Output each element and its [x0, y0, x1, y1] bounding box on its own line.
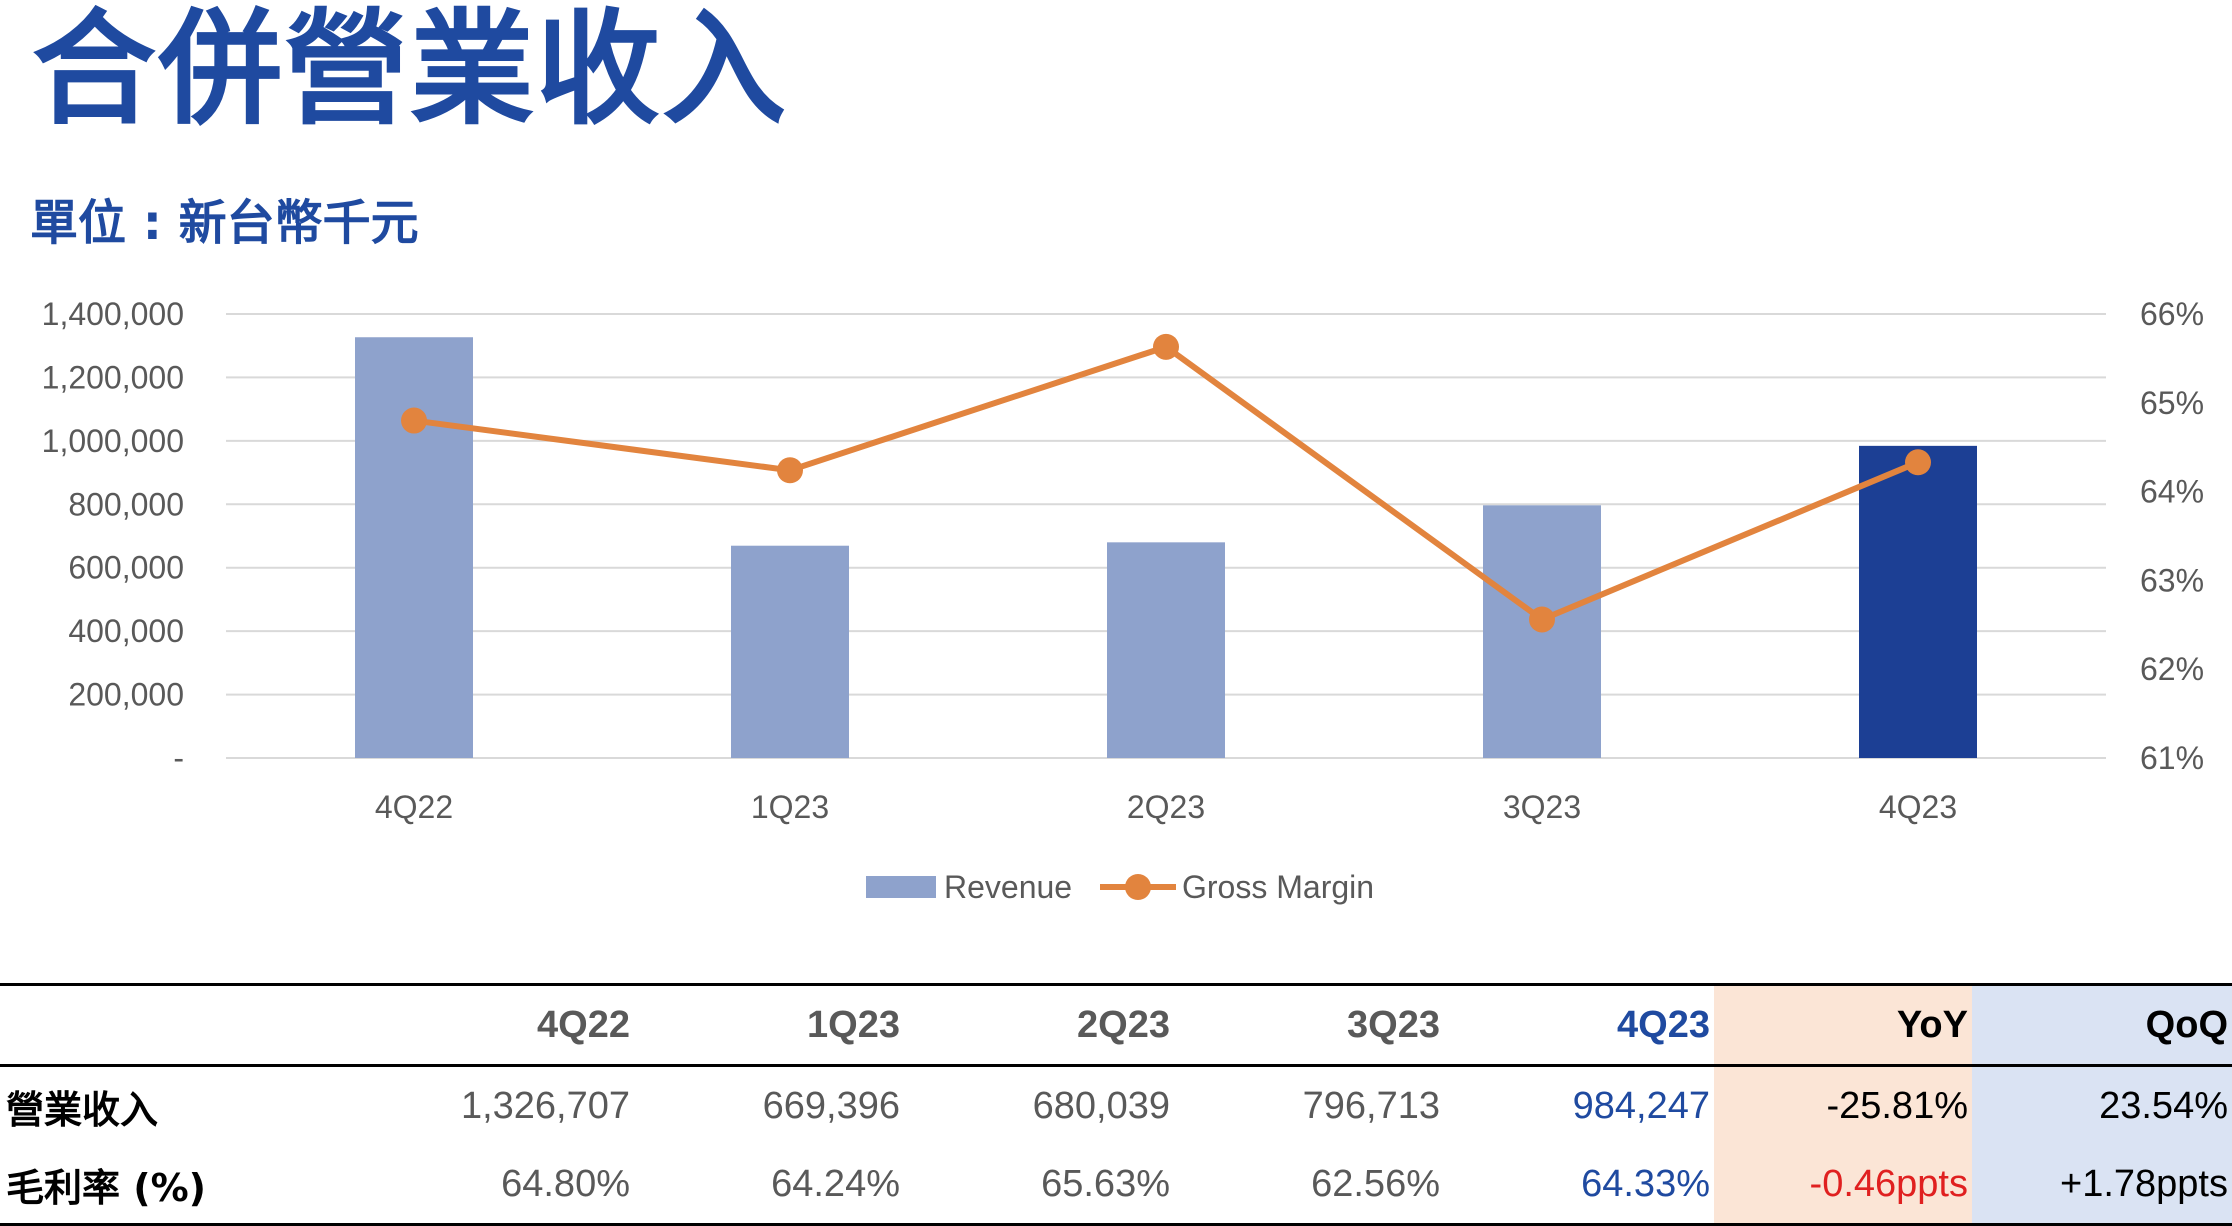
left-tick-label: -	[173, 740, 184, 776]
right-tick-label: 61%	[2140, 740, 2204, 776]
header-yoy: YoY	[1714, 984, 1972, 1066]
cell-margin-2q23: 65.63%	[1041, 1162, 1170, 1205]
gross-margin-point	[1529, 606, 1555, 633]
summary-table: 4Q22 1Q23 2Q23 3Q23 4Q23 YoY QoQ 營業收入 1,…	[0, 983, 2232, 1226]
cell-margin-4q22: 64.80%	[501, 1162, 630, 1205]
x-tick-label: 4Q23	[1879, 789, 1957, 825]
unit-label: 單位 : 新台幣千元	[30, 195, 419, 251]
cell-revenue-4q23: 984,247	[1572, 1084, 1710, 1127]
cell-revenue-2q23: 680,039	[1032, 1084, 1170, 1127]
revenue-bar	[1859, 445, 1977, 758]
x-tick-label: 1Q23	[751, 789, 829, 825]
left-tick-label: 1,200,000	[42, 359, 184, 395]
header-qoq: QoQ	[1972, 984, 2232, 1066]
header-4q23: 4Q23	[1617, 1003, 1710, 1046]
right-axis-ticks: 61% 62% 63% 64% 65% 66%	[2140, 296, 2204, 776]
header-3q23: 3Q23	[1347, 1003, 1440, 1046]
row-label-revenue: 營業收入	[6, 1087, 159, 1132]
cell-revenue-yoy: -25.81%	[1714, 1065, 1972, 1145]
left-tick-label: 400,000	[68, 613, 184, 649]
left-tick-label: 200,000	[68, 677, 184, 713]
x-tick-label: 3Q23	[1503, 789, 1581, 825]
revenue-bar	[355, 337, 473, 758]
header-1q23: 1Q23	[807, 1003, 900, 1046]
right-tick-label: 66%	[2140, 296, 2204, 332]
right-tick-label: 63%	[2140, 562, 2204, 598]
revenue-bar	[731, 545, 849, 758]
left-tick-label: 600,000	[68, 550, 184, 586]
gross-margin-point	[1905, 449, 1931, 476]
row-label-gross-margin: 毛利率 (%)	[6, 1165, 207, 1210]
header-2q23: 2Q23	[1077, 1003, 1170, 1046]
revenue-bar	[1107, 542, 1225, 758]
gross-margin-point	[777, 457, 803, 484]
right-tick-label: 64%	[2140, 474, 2204, 510]
left-tick-label: 800,000	[68, 486, 184, 522]
gross-margin-point	[401, 407, 427, 434]
cell-revenue-1q23: 669,396	[762, 1084, 900, 1127]
cell-margin-4q23: 64.33%	[1581, 1162, 1710, 1205]
gross-margin-point	[1153, 333, 1179, 360]
gross-margin-line	[401, 333, 1931, 633]
cell-revenue-4q22: 1,326,707	[460, 1084, 630, 1127]
x-tick-label: 2Q23	[1127, 789, 1205, 825]
cell-margin-yoy: -0.46ppts	[1714, 1145, 1972, 1225]
legend-gross-margin-swatch-marker	[1125, 874, 1151, 900]
cell-margin-1q23: 64.24%	[771, 1162, 900, 1205]
table-header-row: 4Q22 1Q23 2Q23 3Q23 4Q23 YoY QoQ	[0, 984, 2232, 1066]
left-tick-label: 1,000,000	[42, 423, 184, 459]
legend-gross-margin-label: Gross Margin	[1182, 869, 1374, 905]
cell-margin-3q23: 62.56%	[1311, 1162, 1440, 1205]
x-axis-ticks: 4Q22 1Q23 2Q23 3Q23 4Q23	[375, 789, 1957, 825]
cell-revenue-3q23: 796,713	[1302, 1084, 1440, 1127]
page-title: 合併營業收入	[32, 0, 789, 142]
chart-legend: Revenue Gross Margin	[866, 869, 1374, 905]
right-tick-label: 62%	[2140, 651, 2204, 687]
left-axis-ticks: - 200,000 400,000 600,000 800,000 1,000,000 1,…	[42, 296, 184, 776]
x-tick-label: 4Q22	[375, 789, 453, 825]
cell-margin-qoq: +1.78ppts	[1972, 1145, 2232, 1225]
header-blank	[0, 985, 380, 1066]
header-4q22: 4Q22	[537, 1003, 630, 1046]
table-row-revenue: 營業收入 1,326,707 669,396 680,039 796,713 9…	[0, 1065, 2232, 1145]
revenue-margin-chart: - 200,000 400,000 600,000 800,000 1,000,000 1,…	[42, 296, 2204, 905]
legend-revenue-label: Revenue	[944, 869, 1072, 905]
right-tick-label: 65%	[2140, 385, 2204, 421]
legend-revenue-swatch	[866, 876, 936, 898]
left-tick-label: 1,400,000	[42, 296, 184, 332]
cell-revenue-qoq: 23.54%	[1972, 1065, 2232, 1145]
table-row-gross-margin: 毛利率 (%) 64.80% 64.24% 65.63% 62.56% 64.3…	[0, 1145, 2232, 1225]
